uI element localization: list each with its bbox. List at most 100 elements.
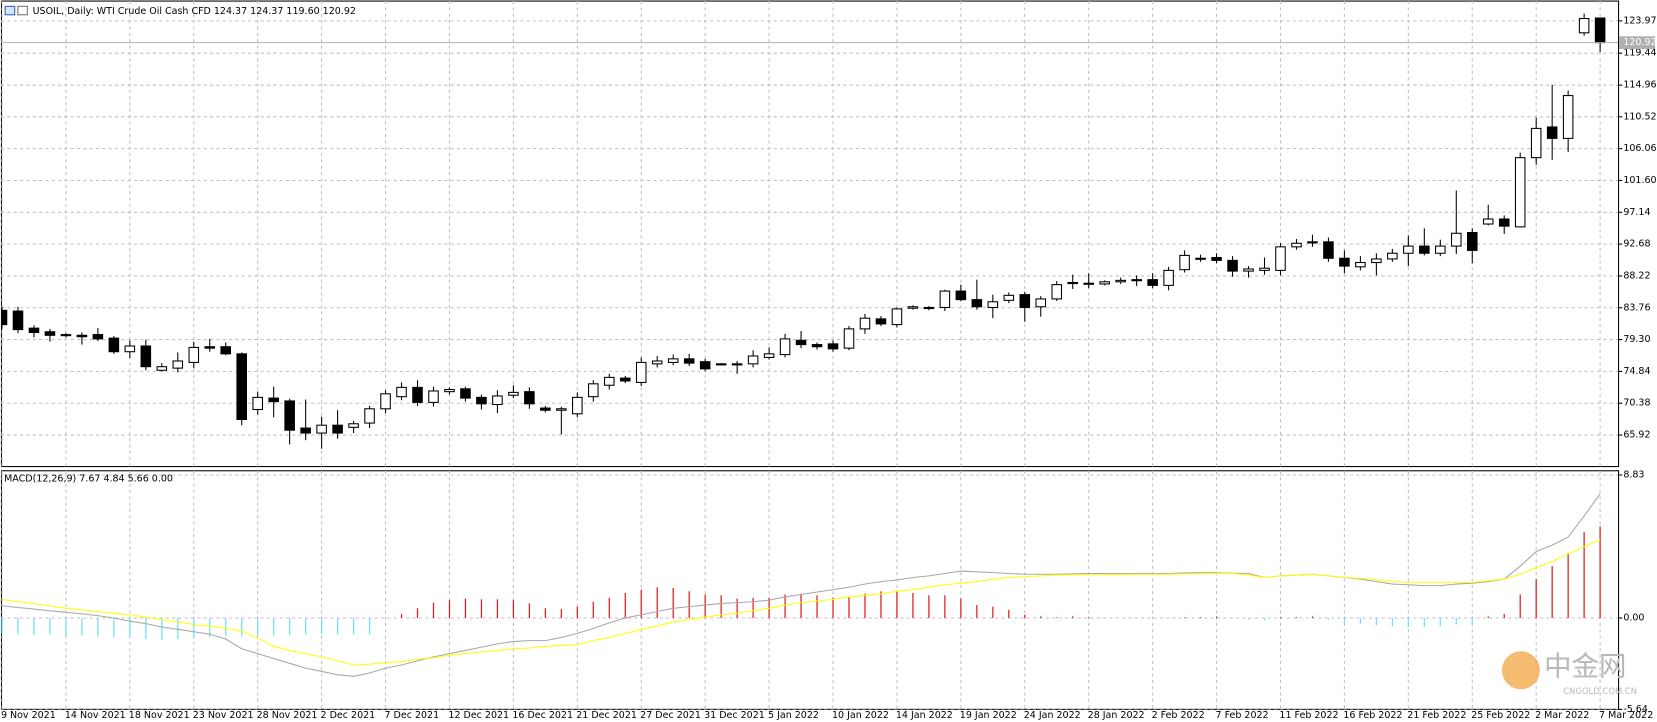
candle-body [76,334,88,338]
x-tick-label: 21 Dec 2021 [576,710,637,721]
candle-body [44,331,56,336]
candle-body [1275,246,1286,271]
current-price-box [1619,36,1655,49]
candle-body [1466,232,1478,251]
candle-body [843,328,855,349]
candle-body [635,361,647,383]
x-tick-label: 11 Feb 2022 [1279,710,1338,721]
x-tick-label: 31 Dec 2021 [704,710,765,721]
x-tick-label: 21 Feb 2022 [1407,710,1466,721]
candle-body [923,306,935,310]
candle-body [268,397,279,403]
x-tick-label: 2 Feb 2022 [1152,710,1205,721]
candle-body [588,383,599,398]
candle-body [1019,294,1031,309]
candle-body [188,346,200,363]
candle-body [859,317,871,330]
candle-body [284,400,295,431]
candle-body [955,290,967,301]
y-tick-label: 65.92 [1623,430,1650,441]
candle-body [1562,95,1574,139]
y-tick-label: 70.38 [1623,398,1650,409]
candle-body [108,337,120,353]
candle-body [795,339,807,346]
candle-body [1498,218,1510,227]
x-tick-label: 18 Nov 2021 [129,710,190,721]
candle-body [396,386,407,398]
y-tick-label: 0.00 [1623,612,1644,623]
candle-body [236,353,247,421]
y-tick-label: 119.44 [1623,48,1656,59]
candle-body [1451,232,1462,247]
x-tick-label: 12 Dec 2021 [448,710,509,721]
x-tick-label: 10 Jan 2022 [832,710,889,721]
candle-body [1243,268,1254,272]
candle-body [572,396,583,415]
x-tick-label: 19 Jan 2022 [960,710,1017,721]
candle-body [1355,262,1366,268]
x-tick-label: 7 Dec 2021 [384,710,439,721]
x-tick-label: 28 Jan 2022 [1088,710,1145,721]
y-tick-label: 106.06 [1623,143,1656,154]
macd-plot [0,470,1619,710]
watermark-logo [1501,651,1540,690]
x-tick-label: 7 Mar 2022 [1599,710,1653,721]
y-tick-label: 123.97 [1623,15,1656,26]
candle-body [156,366,168,371]
candle-body [1323,241,1334,259]
y-tick-label: 83.76 [1623,302,1650,313]
y-tick-label: 79.30 [1623,334,1650,345]
x-tick-label: 2 Dec 2021 [321,710,376,721]
x-tick-label: 28 Nov 2021 [257,710,318,721]
candle-body [12,310,24,331]
candle-body [524,391,535,405]
candle-body [476,396,487,405]
candle-body [1594,17,1606,44]
candle-body [1163,269,1174,286]
y-tick-label: 101.60 [1623,175,1656,186]
macd-pane [0,470,1620,710]
candle-body [1099,281,1110,285]
candle-body [204,346,216,349]
candle-body [667,358,679,363]
candle-body [492,395,503,406]
candle-body [683,358,695,364]
candle-body [651,360,663,365]
candle-body [60,334,72,337]
candle-body [971,299,983,308]
y-tick-label: 97.14 [1623,207,1650,218]
chart-icon [4,5,16,16]
candle-body [140,345,152,368]
x-tick-label: 27 Dec 2021 [640,710,701,721]
candle-body [1419,245,1430,254]
candle-body [316,424,327,434]
candle-body [811,344,823,348]
y-tick-label: 114.96 [1623,80,1656,91]
candle-body [444,389,455,393]
candle-body [412,386,423,403]
x-tick-label: 14 Jan 2022 [896,710,953,721]
candle-body [508,391,519,396]
candle-body [1051,284,1063,300]
y-tick-label: -5.64 [1623,704,1648,715]
candle-body [1179,254,1190,271]
candle-body [779,338,791,356]
candle-body [731,363,743,366]
candle-body [604,376,615,386]
x-tick-label: 25 Feb 2022 [1471,710,1530,721]
candle-body [907,306,919,309]
x-tick-label: 16 Feb 2022 [1343,710,1402,721]
candle-body [428,390,439,403]
candle-body [1227,259,1238,272]
x-tick-label: 14 Nov 2021 [65,710,126,721]
candle-body [619,377,631,382]
candle-body [875,318,887,325]
candle-body [1195,257,1206,260]
candle-body [715,363,727,366]
candle-body [987,301,999,309]
candle-body [332,424,343,434]
watermark-name: 中金网 [1544,652,1626,683]
